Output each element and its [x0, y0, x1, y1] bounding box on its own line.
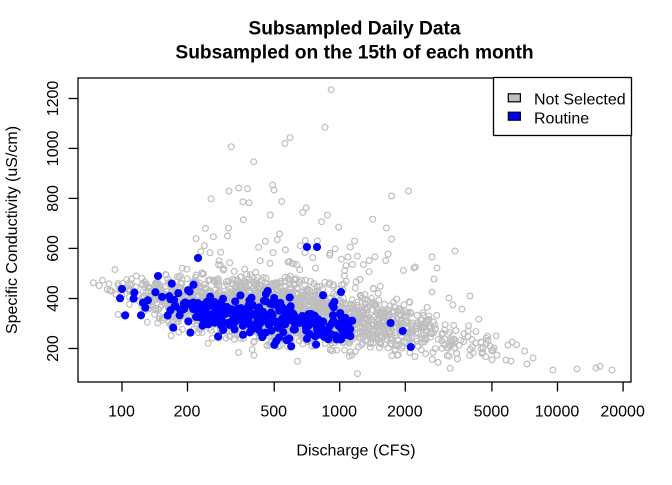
svg-text:1200: 1200 [45, 81, 62, 117]
svg-text:200: 200 [45, 335, 62, 362]
svg-text:5000: 5000 [474, 404, 510, 421]
svg-text:2000: 2000 [387, 404, 423, 421]
svg-text:400: 400 [45, 285, 62, 312]
svg-text:10000: 10000 [535, 404, 580, 421]
svg-text:800: 800 [45, 185, 62, 212]
svg-text:Subsampled Daily Data: Subsampled Daily Data [248, 19, 461, 40]
svg-text:1000: 1000 [45, 131, 62, 167]
svg-text:200: 200 [174, 404, 201, 421]
svg-text:500: 500 [260, 404, 287, 421]
svg-text:20000: 20000 [600, 404, 645, 421]
svg-text:1000: 1000 [321, 404, 357, 421]
svg-text:Specific Conductivity (uS/cm): Specific Conductivity (uS/cm) [4, 126, 21, 334]
svg-text:Subsampled on the 15th of each: Subsampled on the 15th of each month [175, 43, 533, 64]
svg-text:Discharge (CFS): Discharge (CFS) [296, 443, 415, 460]
svg-text:Not Selected: Not Selected [534, 91, 626, 108]
svg-text:600: 600 [45, 235, 62, 262]
svg-text:100: 100 [108, 404, 135, 421]
svg-text:Routine: Routine [534, 111, 589, 128]
